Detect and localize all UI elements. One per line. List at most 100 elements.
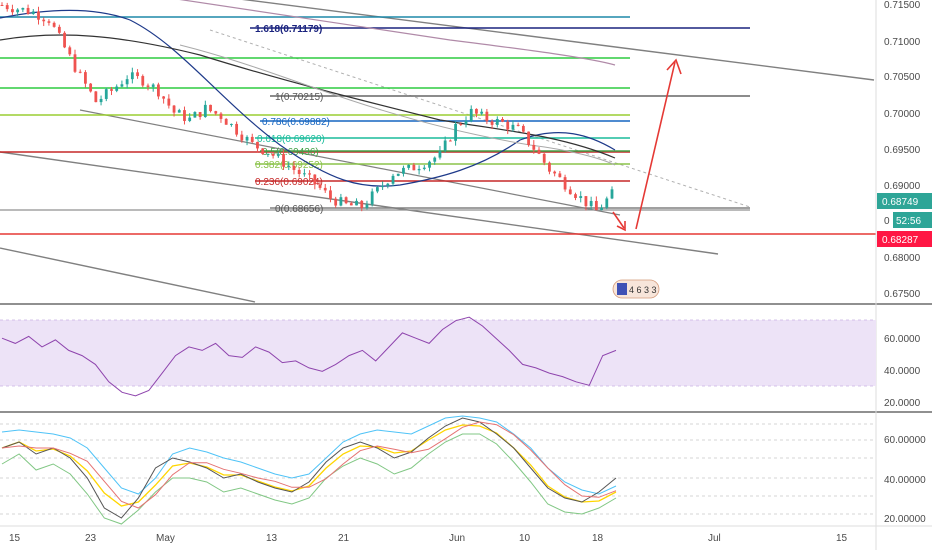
candle-body[interactable] xyxy=(271,153,275,156)
candle-body[interactable] xyxy=(57,26,61,33)
candle-body[interactable] xyxy=(42,19,46,22)
candle-body[interactable] xyxy=(417,168,421,171)
candle-body[interactable] xyxy=(235,123,239,135)
candle-body[interactable] xyxy=(511,124,515,130)
candle-body[interactable] xyxy=(94,91,98,103)
candle-body[interactable] xyxy=(605,198,609,208)
candle-body[interactable] xyxy=(370,191,374,205)
candle-body[interactable] xyxy=(433,157,437,162)
candle-body[interactable] xyxy=(78,71,82,73)
dotted-trendline[interactable] xyxy=(209,29,751,208)
ma-blue[interactable] xyxy=(0,9,616,187)
candle-body[interactable] xyxy=(21,7,25,10)
candle-body[interactable] xyxy=(355,200,358,206)
candle-body[interactable] xyxy=(141,76,145,86)
stoch-axis[interactable]: 60.00000 40.00000 20.00000 xyxy=(884,435,926,525)
economic-events-badge[interactable]: 4 6 3 3 xyxy=(612,279,660,299)
candle-body[interactable] xyxy=(438,150,442,158)
candle-body[interactable] xyxy=(563,177,567,190)
candle-body[interactable] xyxy=(52,22,56,27)
candle-body[interactable] xyxy=(183,110,186,121)
candle-body[interactable] xyxy=(146,85,150,87)
candle-body[interactable] xyxy=(475,108,478,114)
candle-body[interactable] xyxy=(209,104,212,112)
candle-body[interactable] xyxy=(115,86,119,91)
candle-body[interactable] xyxy=(537,149,541,154)
candle-body[interactable] xyxy=(521,125,525,132)
candle-body[interactable] xyxy=(454,123,457,141)
candle-body[interactable] xyxy=(480,111,484,114)
candle-body[interactable] xyxy=(157,84,160,97)
stoch-k-line[interactable] xyxy=(1,417,617,519)
candle-body[interactable] xyxy=(381,185,384,188)
candle-body[interactable] xyxy=(329,190,332,199)
candle-body[interactable] xyxy=(318,184,322,188)
channel-upper-line[interactable] xyxy=(130,0,875,81)
up-arrow-head[interactable] xyxy=(666,58,682,75)
stoch-pane[interactable] xyxy=(0,415,876,525)
candle-body[interactable] xyxy=(428,161,431,168)
candle-body[interactable] xyxy=(553,171,557,174)
candle-body[interactable] xyxy=(610,189,614,199)
candle-body[interactable] xyxy=(125,79,129,85)
candle-body[interactable] xyxy=(443,140,447,151)
candle-body[interactable] xyxy=(193,112,197,118)
candle-body[interactable] xyxy=(396,173,400,176)
candle-body[interactable] xyxy=(292,165,296,170)
candle-body[interactable] xyxy=(89,83,93,92)
candle-body[interactable] xyxy=(302,173,306,175)
candle-body[interactable] xyxy=(568,189,572,195)
candlesticks[interactable] xyxy=(0,2,614,212)
candle-body[interactable] xyxy=(230,123,233,125)
candle-body[interactable] xyxy=(448,140,452,142)
candle-body[interactable] xyxy=(334,198,338,206)
rsi-line[interactable] xyxy=(1,316,617,397)
candle-body[interactable] xyxy=(402,167,405,174)
candle-body[interactable] xyxy=(532,144,536,150)
candle-body[interactable] xyxy=(501,119,504,122)
bb-upper-line[interactable] xyxy=(1,415,617,495)
candle-body[interactable] xyxy=(349,203,353,206)
candle-body[interactable] xyxy=(167,98,171,106)
ma-gray[interactable] xyxy=(179,44,616,166)
ma-mauve[interactable] xyxy=(150,0,616,66)
candle-body[interactable] xyxy=(266,153,270,155)
candle-body[interactable] xyxy=(422,167,426,169)
candle-body[interactable] xyxy=(344,197,348,204)
candle-body[interactable] xyxy=(584,196,588,207)
channel-lower-line[interactable] xyxy=(0,151,719,255)
time-axis[interactable]: 15 23 May 13 21 Jun 10 18 Jul 15 xyxy=(9,533,848,544)
candle-body[interactable] xyxy=(151,84,155,87)
candle-body[interactable] xyxy=(412,164,416,171)
candle-body[interactable] xyxy=(162,96,166,99)
candle-body[interactable] xyxy=(99,98,103,103)
candle-body[interactable] xyxy=(574,194,577,198)
stoch-d-line[interactable] xyxy=(1,421,617,509)
candle-body[interactable] xyxy=(276,154,280,156)
candle-body[interactable] xyxy=(73,54,77,72)
candle-body[interactable] xyxy=(459,123,463,125)
candle-body[interactable] xyxy=(214,111,218,114)
candle-body[interactable] xyxy=(136,72,139,77)
candle-body[interactable] xyxy=(485,111,489,122)
candle-body[interactable] xyxy=(391,175,395,184)
candle-body[interactable] xyxy=(360,200,364,208)
up-arrow-shaft[interactable] xyxy=(635,61,676,230)
candle-body[interactable] xyxy=(130,72,134,80)
candle-body[interactable] xyxy=(110,89,113,91)
candle-body[interactable] xyxy=(516,124,520,126)
candle-body[interactable] xyxy=(297,169,301,174)
price-axis[interactable]: 0.71500 0.71000 0.70500 0.70000 0.69500 … xyxy=(877,0,932,300)
candle-body[interactable] xyxy=(589,200,593,207)
candle-body[interactable] xyxy=(47,21,51,23)
candle-body[interactable] xyxy=(224,118,228,125)
price-pane[interactable]: 1.618(0.71179) 1(0.70215) 0.786(0.69882)… xyxy=(0,0,876,304)
candle-body[interactable] xyxy=(5,5,9,10)
candle-body[interactable] xyxy=(68,47,72,55)
candle-body[interactable] xyxy=(104,89,108,99)
candle-body[interactable] xyxy=(282,154,285,167)
candle-body[interactable] xyxy=(16,9,20,13)
candle-body[interactable] xyxy=(495,119,499,125)
down-arrow-head[interactable] xyxy=(616,221,626,232)
channel-bottom-line[interactable] xyxy=(0,247,256,303)
